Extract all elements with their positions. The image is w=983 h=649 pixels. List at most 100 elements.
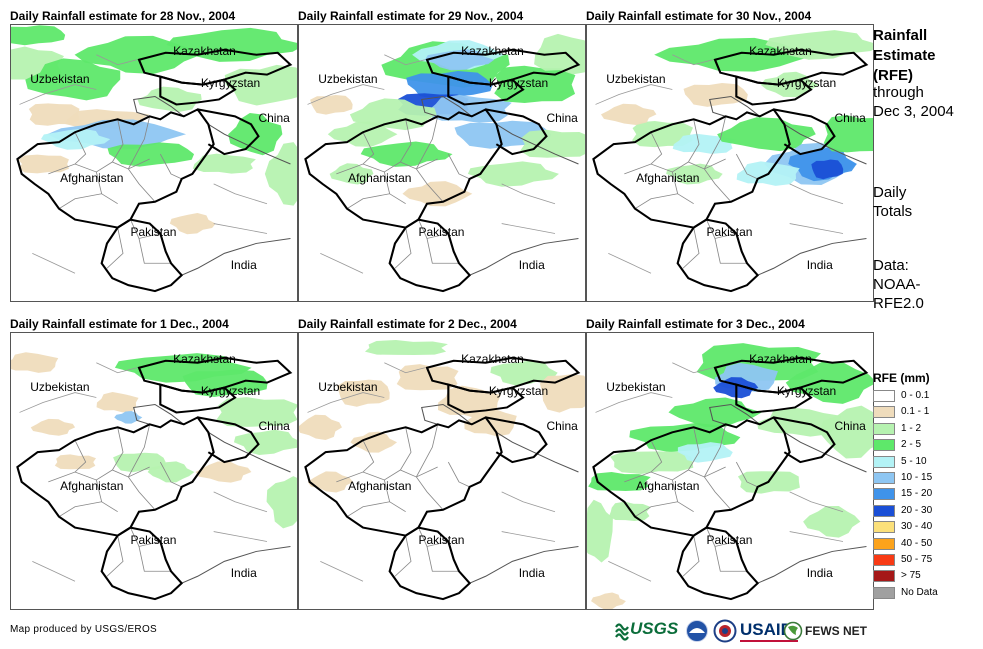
province-border [58,193,102,210]
legend-swatch [873,537,895,550]
focus-country-border [676,218,760,293]
neighbor-border [789,183,844,205]
province-border [650,440,663,473]
rain-area [264,142,297,206]
neighbor-border [501,531,556,542]
place-label-kazakhstan: Kazakhstan [749,43,812,58]
map-panel-1-dec: Daily Rainfall estimate for 1 Dec., 2004… [10,316,298,610]
province-border [703,424,727,478]
focus-country-border [304,416,503,537]
province-border [127,168,156,202]
country-border [469,545,579,584]
rain-area [310,94,353,115]
data-source-line: NOAA- [873,276,921,293]
rain-area [364,340,448,356]
rain-area [464,407,517,437]
province-border [138,238,171,264]
rain-area [216,397,297,427]
place-label-uzbekistan: Uzbekistan [606,71,666,86]
rain-area [406,70,493,100]
province-border [111,427,124,471]
legend-title: RFE (mm) [873,371,930,385]
place-label-afghanistan: Afghanistan [348,170,412,185]
place-label-kazakhstan: Kazakhstan [461,43,524,58]
rain-area [18,154,70,174]
province-border [671,171,694,205]
country-border [757,237,867,276]
rain-area [803,506,861,538]
province-border [735,461,758,488]
legend-label: 10 - 15 [901,471,933,483]
place-label-india: India [230,258,257,273]
neighbor-border [789,531,844,542]
place-label-kazakhstan: Kazakhstan [173,351,236,366]
neighbor-border [501,491,556,513]
rain-area [337,379,390,407]
place-label-pakistan: Pakistan [418,224,465,239]
legend-label: 0.1 - 1 [901,406,930,418]
map-panel-29-nov: Daily Rainfall estimate for 29 Nov., 200… [298,8,586,302]
rain-area [591,592,626,609]
rain-area [30,418,76,436]
side-title-line: (RFE) [873,67,913,84]
rain-area [329,163,374,185]
neighbor-border [213,183,268,205]
province-border [399,427,412,471]
focus-country-border [197,416,260,464]
country-border [469,237,579,276]
province-border [138,546,171,572]
side-title-line: Rainfall [873,27,928,44]
place-label-pakistan: Pakistan [706,224,753,239]
data-source-text: Data: NOAA- RFE2.0 [873,256,924,313]
place-label-afghanistan: Afghanistan [636,478,700,493]
map-canvas [304,33,585,293]
focus-country-border [676,526,760,601]
place-label-kazakhstan: Kazakhstan [749,351,812,366]
neighbor-border [672,362,713,374]
rain-area [233,429,297,456]
rain-area [402,181,473,207]
noaa-logo [685,618,709,644]
place-label-uzbekistan: Uzbekistan [606,379,666,394]
place-label-uzbekistan: Uzbekistan [318,379,378,394]
country-border [757,545,867,584]
place-label-kyrgyzstan: Kyrgyzstan [488,383,549,398]
focus-country-border [447,383,525,414]
province-border [127,424,151,478]
neighbor-border [789,491,844,513]
panel-title: Daily Rainfall estimate for 1 Dec., 2004 [10,317,229,331]
rain-area [632,121,694,148]
province-border [687,427,700,471]
rain-area [490,360,558,386]
place-label-china: China [834,111,866,126]
focus-country-border [159,75,237,106]
rain-area [427,94,512,123]
province-border [362,132,375,165]
panel-title: Daily Rainfall estimate for 30 Nov., 200… [586,9,812,23]
province-border [159,461,182,488]
country-border [496,123,579,165]
map-canvas [592,30,873,293]
legend-label: 30 - 40 [901,521,933,533]
place-label-india: India [230,566,257,581]
neighbor-border [789,223,844,234]
place-label-china: China [834,419,866,434]
rain-area [54,454,97,470]
rain-area [666,163,723,185]
province-border [624,158,726,175]
place-label-china: China [546,419,578,434]
province-border [447,461,470,488]
focus-country-border [485,108,548,156]
province-border [346,501,390,518]
neighbor-border [320,253,364,274]
province-border [624,466,726,483]
rain-area [147,461,195,483]
legend-label: 15 - 20 [901,488,933,500]
province-border [682,227,700,269]
neighbor-border [307,84,385,105]
place-label-china: China [258,111,290,126]
legend-label: 0 - 0.1 [901,390,930,401]
neighbor-border [672,54,713,66]
through-date: Dec 3, 2004 [873,103,954,120]
rain-area [137,86,202,112]
